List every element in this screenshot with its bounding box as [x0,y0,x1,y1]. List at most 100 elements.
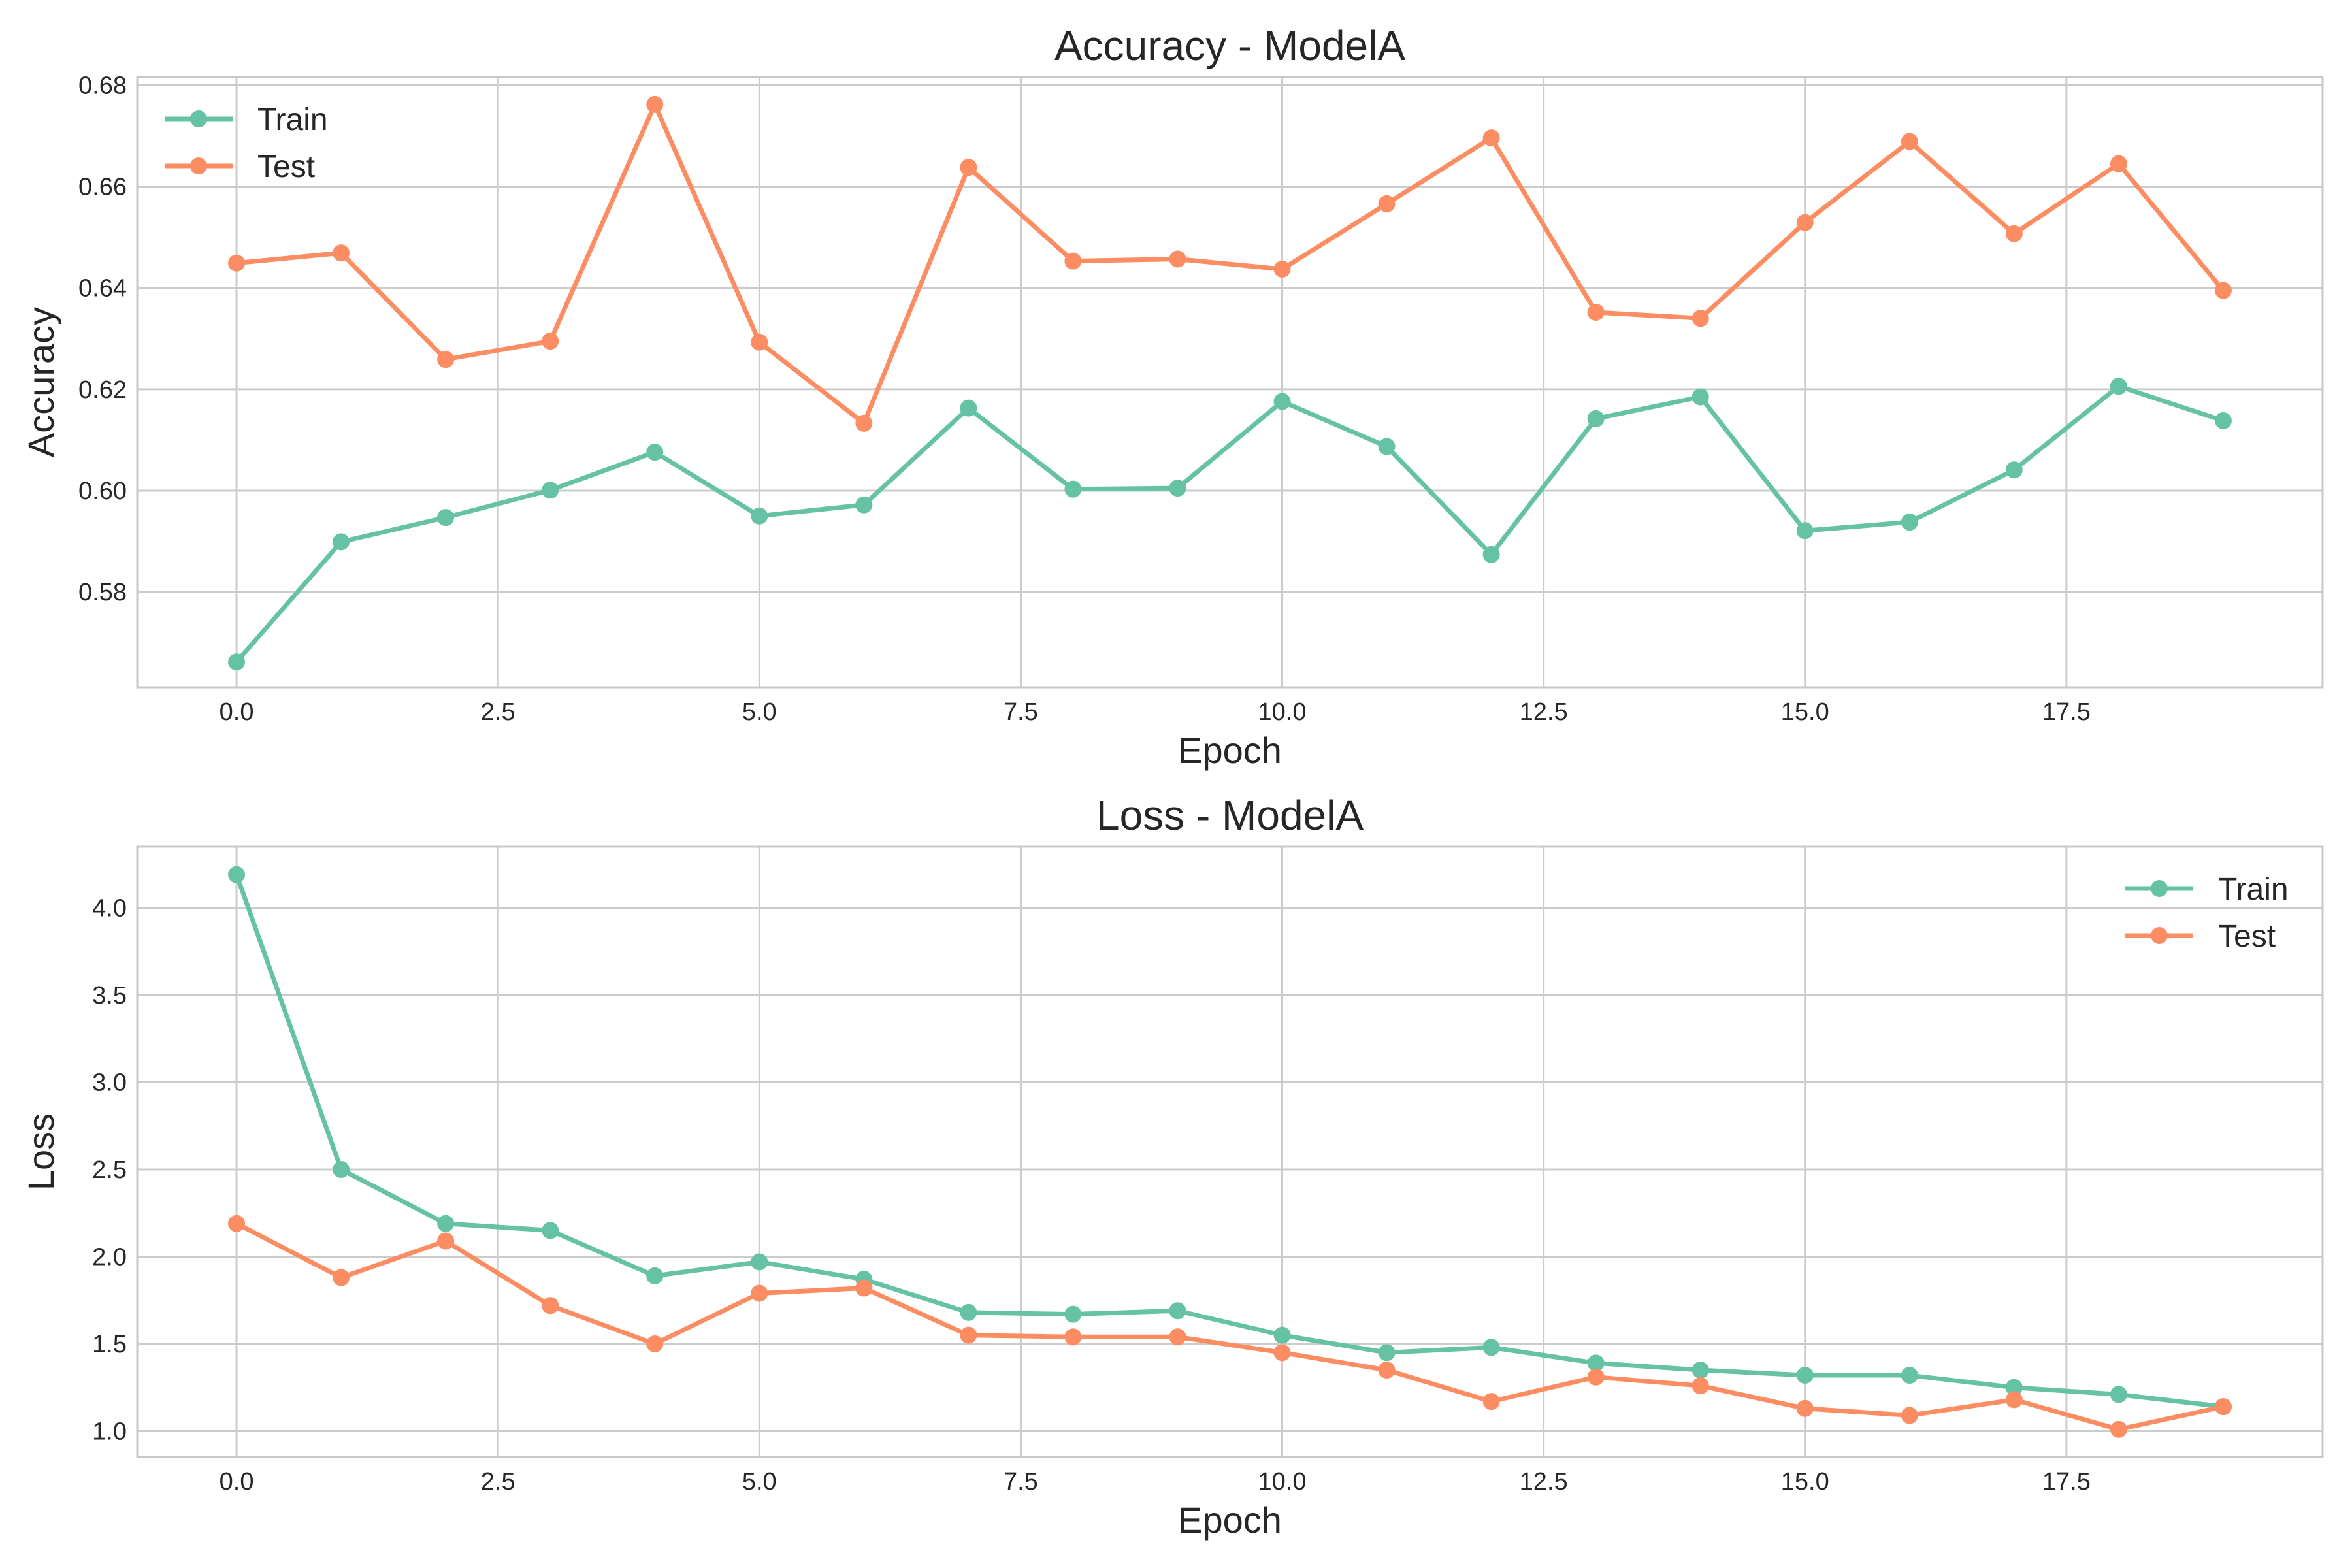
y-tick-label: 1.0 [92,1418,127,1445]
data-point-test [437,351,455,368]
legend-entry-train: Train [2125,872,2289,907]
plot-frame [136,845,2324,1458]
data-point-test [646,1335,664,1352]
data-point-train [2214,412,2232,429]
data-point-test [2110,155,2127,172]
legend-entry-test: Test [2125,919,2276,954]
data-point-test [960,1326,977,1344]
x-tick-label: 0.0 [220,698,254,726]
data-point-train [1273,393,1291,410]
x-tick-label: 0.0 [220,1468,254,1495]
plot-frame [136,76,2324,689]
data-point-train [1587,1354,1605,1372]
data-point-train [333,1160,350,1178]
x-tick-label: 15.0 [1781,1468,1829,1495]
series-line-train [235,384,2225,664]
data-point-train [1691,1362,1709,1379]
data-point-test [2214,282,2232,299]
data-point-train [437,509,455,527]
legend: Train Test [165,103,328,184]
series-line-test [235,1221,2224,1432]
data-point-train [2110,378,2127,395]
data-point-test [2214,1398,2232,1416]
y-tick-label: 0.64 [78,275,127,302]
data-point-train [1482,546,1500,563]
x-tick-label: 7.5 [1004,1468,1038,1495]
data-point-train [1691,388,1709,406]
data-point-train [646,444,664,461]
x-tick-label: 15.0 [1781,698,1829,726]
data-point-test [1273,261,1291,278]
data-point-test [1482,129,1500,147]
data-point-test [1796,214,1814,231]
data-point-test [2005,1391,2023,1409]
data-point-test [1064,252,1082,270]
data-point-train [2005,461,2023,479]
data-point-test [1482,1393,1500,1411]
data-point-train [1064,480,1082,498]
legend-marker-train [2151,880,2168,897]
x-tick-label: 17.5 [2042,1468,2091,1495]
x-tick-label: 10.0 [1258,698,1307,726]
data-point-train [437,1215,455,1232]
data-point-test [228,254,246,272]
x-tick-label: 5.0 [742,698,777,726]
legend-marker-test [190,157,207,174]
x-tick-label: 12.5 [1520,1468,1568,1495]
data-point-test [1378,1362,1396,1379]
data-point-test [751,1284,768,1302]
data-point-train [1482,1339,1500,1356]
y-tick-label: 1.5 [92,1331,127,1358]
data-point-train [1587,410,1605,427]
data-point-train [1169,1302,1186,1320]
y-tick-label: 3.0 [92,1069,127,1096]
y-tick-label: 4.0 [92,894,127,922]
legend-marker-train [190,110,207,127]
data-point-train [333,533,350,551]
data-point-test [751,333,768,351]
series-line-train [234,874,2224,1409]
data-point-train [1064,1305,1082,1323]
legend-label-train: Train [2218,872,2289,907]
data-point-test [1796,1399,1814,1417]
x-tick-label: 7.5 [1004,698,1038,726]
data-point-train [855,496,873,514]
data-point-train [1796,522,1814,540]
legend-marker-test [2151,927,2168,944]
x-tick-label: 5.0 [742,1468,777,1495]
legend: Train Test [2125,872,2289,954]
data-point-train [1169,480,1186,497]
plot-area: 0.0 2.5 5.0 7.5 10.0 12.5 15.0 17.5 0.58 0.60 0.62… [78,72,2324,726]
data-point-test [542,333,559,350]
data-point-test [437,1232,455,1250]
y-tick-label: 0.58 [78,579,127,606]
x-tick-label: 2.5 [481,698,515,726]
data-point-test [2110,1420,2127,1438]
data-point-test [1901,1407,1918,1424]
loss-chart: Loss - ModelA Epoch Loss 0.0 2.5 5.0 7.5 10.… [20,792,2324,1541]
data-point-test [855,414,873,432]
data-point-test [2005,225,2023,242]
data-point-train [960,1303,977,1321]
x-axis-label: Epoch [1178,730,1282,771]
data-point-train [1796,1367,1814,1384]
plot-area: 0.0 2.5 5.0 7.5 10.0 12.5 15.0 17.5 1.0 1.5 2.0 2.5… [92,845,2324,1495]
legend-label-test: Test [2218,919,2276,954]
legend-entry-train: Train [165,103,328,137]
y-tick-label: 0.68 [78,72,127,99]
data-point-train [646,1267,664,1284]
data-point-train [751,1253,768,1271]
y-axis-label: Loss [20,1113,61,1190]
data-point-test [1587,1368,1605,1386]
data-point-test [1691,310,1709,327]
y-axis-label: Accuracy [20,307,61,457]
data-point-train [1901,514,1918,531]
data-point-train [960,399,977,417]
data-point-test [646,95,664,113]
data-point-test [960,159,977,176]
x-tick-label: 12.5 [1520,698,1568,726]
x-tick-label: 10.0 [1258,1468,1307,1495]
data-point-train [1378,438,1396,455]
chart-title: Loss - ModelA [1096,792,1364,839]
data-point-test [1691,1377,1709,1395]
